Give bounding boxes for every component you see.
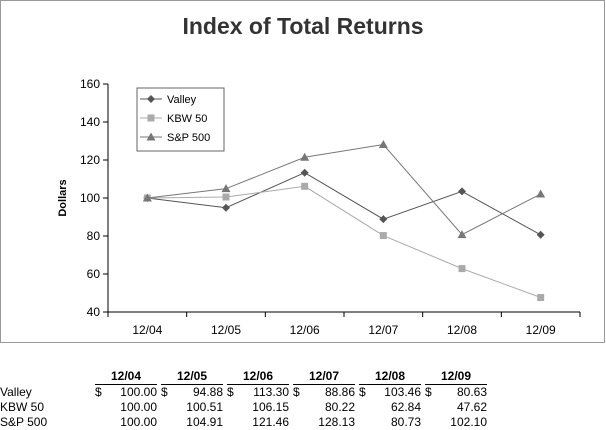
table-cell: 103.46 (369, 385, 421, 401)
table-row-label: S&P 500 (0, 415, 95, 430)
table-currency-cell (425, 400, 435, 415)
table-cell: 106.15 (237, 400, 289, 415)
table-cell: 121.46 (237, 415, 289, 430)
data-point-s-p-500 (222, 184, 231, 192)
table-cell: 62.84 (369, 400, 421, 415)
legend-marker-kbw-50 (148, 115, 155, 122)
table-header-cell: 12/07 (293, 369, 355, 385)
table-currency-cell: $ (95, 385, 105, 401)
data-point-kbw-50 (380, 232, 387, 239)
table-row: Valley$100.00$94.88$113.30$88.86$103.46$… (0, 385, 487, 401)
data-point-s-p-500 (536, 190, 545, 198)
y-tick-label: 80 (87, 229, 101, 243)
y-tick-label: 100 (80, 191, 100, 205)
table-header-cell: 12/04 (95, 369, 157, 385)
data-point-kbw-50 (537, 294, 544, 301)
line-chart: Index of Total Returns Dollars 40 60 80 100… (0, 0, 606, 345)
table-cell: 80.63 (435, 385, 487, 401)
series-layer (143, 140, 545, 301)
series-line-s-p-500 (147, 145, 540, 235)
table-header-cell: 12/08 (359, 369, 421, 385)
y-axis-label: Dollars (57, 179, 69, 216)
data-point-kbw-50 (459, 265, 466, 272)
legend-label-valley: Valley (167, 94, 197, 106)
table-currency-cell (293, 415, 303, 430)
table-currency-cell (227, 415, 237, 430)
data-point-valley (458, 187, 466, 195)
table-row-label: Valley (0, 385, 95, 401)
table-currency-cell: $ (161, 385, 171, 401)
series-line-kbw-50 (147, 186, 540, 297)
series-kbw-50 (144, 183, 544, 301)
x-tick-label: 12/05 (211, 323, 241, 337)
data-point-valley (379, 215, 387, 223)
table-currency-cell: $ (359, 385, 369, 401)
table-cell: 47.62 (435, 400, 487, 415)
table-row: S&P 500 100.00 104.91 121.46 128.13 80.73 102.… (0, 415, 487, 430)
table-cell: 128.13 (303, 415, 355, 430)
table-cell: 94.88 (171, 385, 223, 401)
x-tick-label: 12/06 (290, 323, 320, 337)
data-point-valley (537, 231, 545, 239)
table-currency-cell (425, 415, 435, 430)
table-header-cell: 12/05 (161, 369, 223, 385)
table-header-cell: 12/09 (425, 369, 487, 385)
table-cell: 100.51 (171, 400, 223, 415)
table-cell: 113.30 (237, 385, 289, 401)
data-point-kbw-50 (301, 183, 308, 190)
table-cell: 102.10 (435, 415, 487, 430)
table-currency-cell (227, 400, 237, 415)
table-cell: 80.73 (369, 415, 421, 430)
data-point-valley (301, 169, 309, 177)
table-cell: 100.00 (105, 385, 157, 401)
table-cell: 88.86 (303, 385, 355, 401)
table-currency-cell (95, 415, 105, 430)
table-currency-cell (161, 400, 171, 415)
y-tick-label: 120 (80, 153, 100, 167)
data-point-kbw-50 (223, 194, 230, 201)
data-point-valley (222, 204, 230, 212)
table-currency-cell (359, 415, 369, 430)
legend: Valley KBW 50 S&P 500 (137, 88, 224, 151)
table-currency-cell (293, 400, 303, 415)
table-currency-cell: $ (227, 385, 237, 401)
x-tick-label: 12/07 (368, 323, 398, 337)
y-tick-label: 160 (80, 77, 100, 91)
y-tick-label: 140 (80, 115, 100, 129)
table-currency-cell: $ (293, 385, 303, 401)
x-tick-label: 12/09 (526, 323, 556, 337)
series-valley (143, 169, 544, 239)
table-cell: 104.91 (171, 415, 223, 430)
series-line-valley (147, 173, 540, 235)
table-cell: 100.00 (105, 400, 157, 415)
table-corner (0, 369, 95, 385)
table-cell: 80.22 (303, 400, 355, 415)
x-tick-label: 12/04 (132, 323, 162, 337)
table-header-cell: 12/06 (227, 369, 289, 385)
y-tick-label: 40 (87, 305, 101, 319)
chart-title: Index of Total Returns (182, 13, 423, 39)
table-body: Valley$100.00$94.88$113.30$88.86$103.46$… (0, 385, 487, 430)
table-currency-cell (95, 400, 105, 415)
table-currency-cell (359, 400, 369, 415)
legend-label-s-p-500: S&P 500 (167, 132, 210, 144)
legend-label-kbw-50: KBW 50 (167, 113, 207, 125)
table-row: KBW 50 100.00 100.51 106.15 80.22 62.84 47.62 (0, 400, 487, 415)
data-point-s-p-500 (379, 140, 388, 148)
table-cell: 100.00 (105, 415, 157, 430)
table-currency-cell (161, 415, 171, 430)
y-tick-label: 60 (87, 267, 101, 281)
series-s-p-500 (143, 140, 545, 238)
table-row-label: KBW 50 (0, 400, 95, 415)
table-currency-cell: $ (425, 385, 435, 401)
x-tick-label: 12/08 (447, 323, 477, 337)
